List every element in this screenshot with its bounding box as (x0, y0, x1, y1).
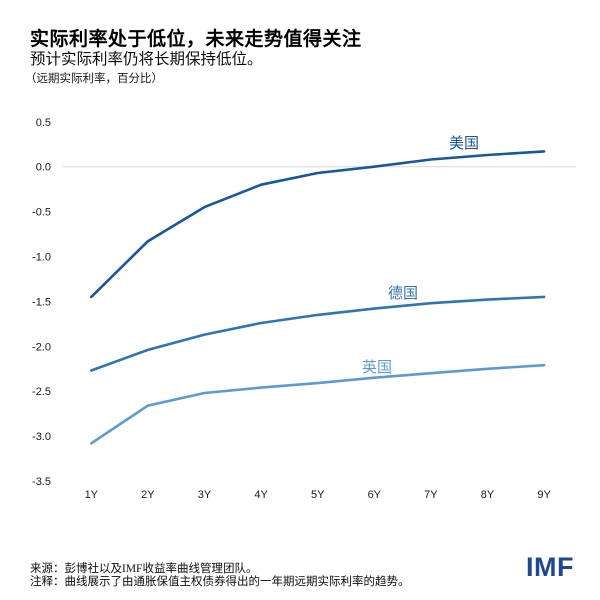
y-tick-label: -1.5 (32, 296, 51, 308)
imf-logo: IMF (526, 552, 574, 582)
us-label: 美国 (449, 135, 479, 152)
x-tick-label: 7Y (424, 489, 438, 501)
germany-line (90, 295, 546, 372)
x-tick-label: 6Y (368, 489, 382, 501)
germany-label: 德国 (388, 284, 418, 302)
y-tick-label: -0.5 (32, 207, 51, 219)
y-tick-label: -1.0 (32, 252, 51, 264)
y-tick-label: 0.0 (36, 162, 51, 174)
x-tick-label: 2Y (141, 489, 155, 501)
y-tick-label: -3.5 (32, 476, 51, 488)
us-line (90, 150, 546, 299)
x-tick-label: 3Y (198, 489, 212, 501)
note-text: 注释：曲线展示了由通胀保值主权债券得出的一年期远期实际利率的趋势。 (30, 576, 410, 588)
x-tick-label: 4Y (254, 489, 268, 501)
y-tick-label: -2.0 (32, 341, 51, 353)
x-tick-label: 8Y (481, 489, 495, 501)
footer: 来源：彭博社以及IMF收益率曲线管理团队。 注释：曲线展示了由通胀保值主权债券得… (30, 563, 410, 589)
source-text: 来源：彭博社以及IMF收益率曲线管理团队。 (30, 563, 258, 575)
chart-subtitle: 预计实际利率仍将长期保持低位。 (30, 51, 263, 68)
chart-title: 实际利率处于低位，未来走势值得关注 (30, 29, 362, 50)
axis-unit-note: （远期实际利率，百分比） (25, 73, 163, 85)
y-tick-label: -2.5 (32, 386, 51, 398)
y-tick-label: -3.0 (32, 431, 51, 443)
x-tick-label: 9Y (537, 489, 551, 501)
y-tick-label: 0.5 (36, 117, 51, 129)
x-tick-label: 1Y (85, 489, 99, 501)
x-tick-label: 5Y (311, 489, 325, 501)
uk-label: 英国 (362, 358, 392, 376)
uk-line (90, 363, 546, 445)
